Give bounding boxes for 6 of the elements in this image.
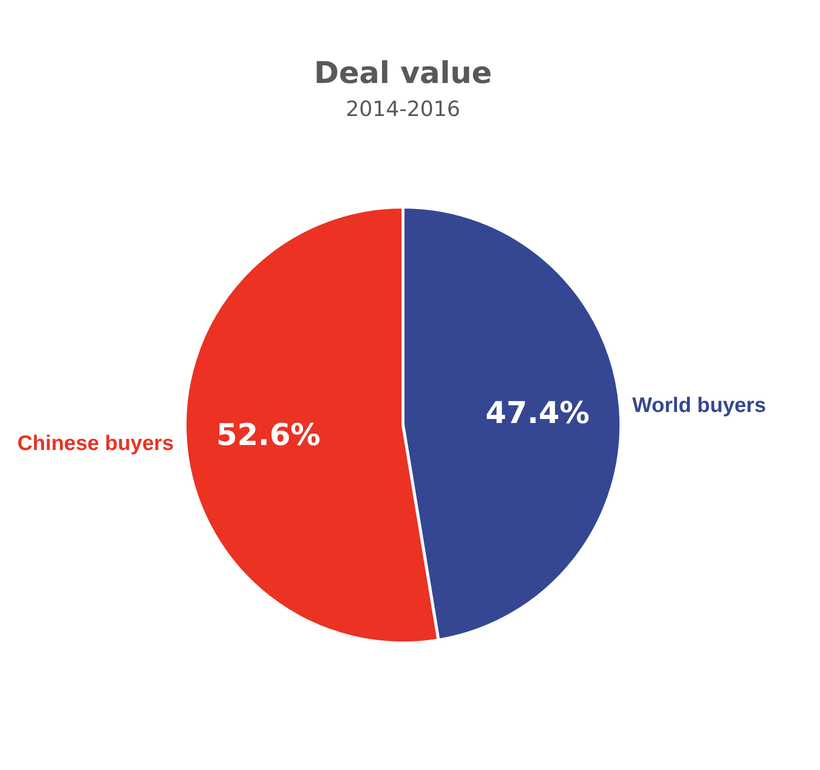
data-label: 47.4%	[486, 396, 590, 431]
slice-label: World buyers	[632, 394, 766, 418]
data-label: 52.6%	[216, 418, 320, 454]
chart-subtitle: 2014-2016	[346, 97, 460, 121]
slice-label: Chinese buyers	[17, 432, 174, 455]
chart-title: Deal value	[314, 56, 492, 91]
